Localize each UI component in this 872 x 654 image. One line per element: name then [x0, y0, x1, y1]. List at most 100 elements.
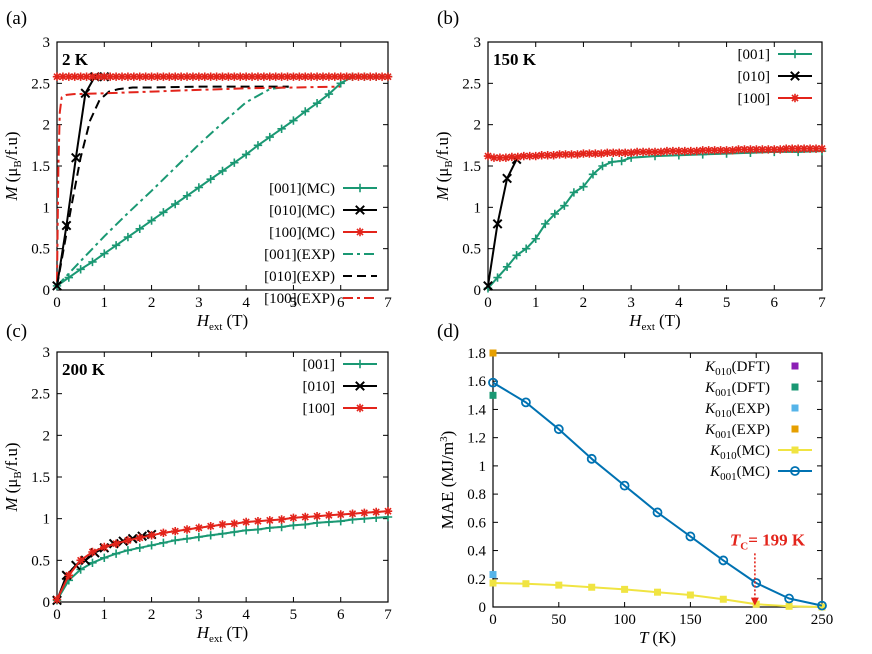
- data-point: [88, 72, 97, 81]
- data-point: [277, 72, 286, 81]
- legend-name: [001](EXP): [264, 247, 335, 263]
- panel-label: (c): [6, 321, 27, 342]
- data-point: [241, 526, 251, 535]
- legend-entry: K001(EXP): [704, 422, 799, 441]
- y-tick-label: 0: [43, 283, 51, 299]
- data-point: [598, 161, 607, 171]
- legend-name-rest: (DFT): [732, 359, 770, 375]
- data-point: [817, 144, 827, 153]
- y-tick-label: 0.5: [31, 242, 50, 258]
- data-point: [740, 145, 749, 154]
- y-label-unit: (μ: [2, 479, 21, 494]
- series-line: [487, 158, 518, 287]
- y-label-sup: 3: [438, 436, 450, 442]
- legend-name-sub: 010: [715, 366, 732, 378]
- data-point: [80, 88, 91, 99]
- y-axis-label: M (μB/f.u): [2, 131, 24, 201]
- data-point: [277, 515, 286, 524]
- data-point: [383, 72, 393, 81]
- legend-entry: [100](EXP): [264, 291, 377, 307]
- y-tick-label: 0.4: [467, 544, 486, 560]
- data-point: [579, 182, 588, 191]
- data-point: [206, 72, 215, 81]
- data-point: [710, 146, 719, 155]
- x-tick-label: 1: [532, 295, 540, 311]
- x-tick-label: 2: [148, 295, 156, 311]
- data-point: [165, 72, 174, 81]
- data-point: [553, 424, 564, 435]
- series-2: [52, 72, 393, 81]
- legend-name-main: K: [709, 443, 721, 459]
- series-1: [489, 391, 497, 399]
- series-2: [52, 506, 393, 604]
- x-label-main: H: [196, 311, 211, 330]
- series-line: [56, 75, 105, 287]
- series-3: [489, 349, 497, 357]
- legend-marker: [790, 49, 800, 59]
- legend-name-rest: (DFT): [732, 380, 770, 396]
- data-point: [609, 148, 618, 157]
- data-point: [105, 72, 115, 81]
- data-point: [621, 585, 629, 593]
- y-tick-label: 1.2: [467, 431, 486, 447]
- data-point: [793, 144, 803, 153]
- data-point: [230, 158, 239, 167]
- data-point: [64, 571, 74, 580]
- legend-label: [010](EXP): [264, 269, 335, 285]
- data-point: [82, 72, 91, 81]
- data-point: [495, 153, 505, 162]
- series-line: [487, 150, 823, 289]
- data-point: [513, 152, 523, 162]
- legend-name: [100]: [303, 401, 336, 417]
- legend-name-rest: (EXP): [732, 401, 770, 417]
- data-point: [52, 72, 62, 81]
- legend-marker: [355, 381, 365, 391]
- x-tick-label: 1: [101, 607, 109, 623]
- x-label-sub: ext: [209, 321, 222, 333]
- legend-name: [010]: [303, 379, 336, 395]
- data-point: [686, 591, 694, 599]
- x-axis-label: Hext (T): [196, 623, 248, 645]
- data-point: [734, 145, 743, 154]
- data-point: [324, 89, 334, 99]
- data-point: [501, 153, 511, 162]
- data-point: [348, 72, 357, 81]
- data-point: [555, 150, 564, 159]
- data-point: [147, 216, 156, 225]
- y-tick-label: 3: [43, 345, 51, 361]
- data-point: [619, 480, 630, 491]
- data-point: [751, 578, 762, 588]
- legend-swatch: [791, 362, 799, 370]
- x-tick-label: 6: [337, 607, 345, 623]
- data-point: [159, 72, 168, 81]
- data-point: [61, 220, 72, 231]
- legend-marker: [355, 403, 365, 413]
- data-point: [194, 523, 204, 533]
- legend-name: [001]: [738, 47, 771, 63]
- data-point: [336, 510, 345, 519]
- data-point: [301, 512, 310, 522]
- x-tick-label: 4: [675, 295, 683, 311]
- data-point: [569, 188, 579, 197]
- data-point: [88, 558, 97, 568]
- data-point: [135, 72, 144, 81]
- data-point: [489, 153, 499, 162]
- legend-label: K001(DFT): [704, 380, 770, 399]
- y-tick-label: 0.6: [467, 515, 486, 531]
- y-tick-label: 2.5: [31, 387, 50, 403]
- x-tick-label: 7: [818, 295, 826, 311]
- data-point: [171, 199, 180, 209]
- data-point: [632, 147, 642, 157]
- x-label-unit: (T): [227, 623, 249, 642]
- data-point: [200, 72, 209, 81]
- legend-entry: [100]: [303, 401, 377, 417]
- legend-name-sub: 010: [720, 450, 737, 462]
- y-tick-label: 0.5: [31, 553, 50, 569]
- data-point: [770, 145, 779, 154]
- data-point: [722, 146, 731, 155]
- data-point: [489, 391, 497, 399]
- data-point: [383, 506, 393, 516]
- data-point: [218, 166, 227, 176]
- data-point: [752, 145, 761, 154]
- x-axis-label: T (K): [639, 628, 676, 647]
